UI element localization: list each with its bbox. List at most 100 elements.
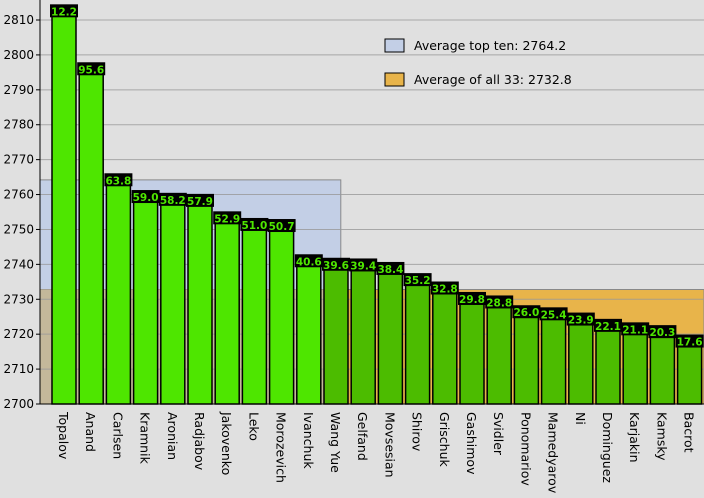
x-tick-label: Ni	[573, 412, 588, 425]
data-label: 52.9	[214, 213, 240, 225]
data-label: 39.6	[323, 260, 349, 272]
bar	[432, 288, 458, 405]
x-tick-label: Anand	[83, 412, 98, 452]
data-label-background	[458, 291, 486, 305]
data-label-background	[566, 312, 595, 326]
data-label-background	[675, 334, 704, 348]
data-label: 50.7	[269, 221, 295, 233]
x-tick-label: Aronian	[165, 412, 180, 460]
data-label-background	[322, 257, 350, 271]
data-label-background	[539, 307, 568, 321]
x-tick-label: Ivanchuk	[301, 412, 316, 469]
data-label: 17.6	[677, 337, 703, 349]
y-tick-label: 2700	[3, 397, 34, 411]
data-label-background	[512, 305, 541, 319]
data-label: 32.8	[432, 283, 458, 295]
y-tick-label: 2810	[3, 13, 34, 27]
bar	[160, 200, 186, 405]
data-label: 20.3	[649, 327, 675, 339]
data-label: 51.0	[241, 220, 267, 232]
data-label-background	[186, 193, 214, 207]
x-tick-label: Movsesian	[382, 412, 397, 478]
data-label-background	[594, 318, 622, 332]
y-tick-label: 2730	[3, 292, 34, 306]
data-label-background	[376, 261, 405, 275]
data-label-background	[240, 217, 269, 231]
x-tick-label: Karjakin	[627, 412, 642, 463]
data-label-background	[648, 325, 677, 339]
bar	[486, 302, 512, 405]
x-tick-label: Topalov	[56, 411, 71, 460]
data-label-background	[294, 254, 323, 268]
y-tick-label: 2800	[3, 48, 34, 62]
bar	[513, 312, 540, 405]
x-tick-label: Svidler	[491, 412, 506, 456]
data-label: 29.8	[459, 294, 485, 306]
bar	[622, 329, 648, 405]
x-tick-label: Gashimov	[464, 412, 479, 475]
x-tick-label: Shirov	[410, 412, 425, 452]
data-label: 35.2	[405, 275, 431, 287]
data-label-background	[77, 62, 106, 76]
legend-swatch	[384, 72, 405, 87]
bar	[595, 326, 621, 405]
legend-label: Average top ten: 2764.2	[414, 38, 566, 53]
bar	[323, 265, 349, 405]
x-tick-label: Mamedyarov	[546, 412, 561, 494]
bar	[241, 225, 268, 405]
bar	[568, 319, 594, 405]
data-label-background	[267, 219, 296, 233]
data-label: 58.2	[160, 195, 186, 207]
bar	[214, 218, 240, 405]
x-tick-label: Dominguez	[600, 412, 615, 483]
bar	[459, 299, 485, 405]
data-label-background	[349, 258, 378, 272]
bar	[296, 261, 322, 405]
data-label-background	[158, 192, 187, 206]
y-tick-label: 2770	[3, 153, 34, 167]
x-tick-label: Morozevich	[274, 412, 289, 483]
bar	[676, 341, 703, 405]
data-label: 28.8	[486, 297, 512, 309]
x-tick-label: Gelfand	[355, 412, 370, 461]
data-label: 26.0	[513, 307, 539, 319]
bar	[404, 280, 431, 405]
x-tick-label: Leko	[246, 412, 261, 441]
data-label: 21.1	[622, 324, 648, 336]
bar	[78, 69, 104, 405]
data-label: 40.6	[296, 256, 322, 268]
y-tick-label: 2790	[3, 83, 34, 97]
bar	[377, 269, 404, 405]
bar	[649, 332, 676, 405]
x-tick-label: Kamsky	[654, 412, 669, 461]
data-label: 12.2	[51, 6, 77, 18]
x-tick-label: Radjabov	[192, 412, 207, 471]
x-tick-label: Carlsen	[110, 412, 125, 459]
bar	[132, 197, 159, 405]
x-tick-label: Kramnik	[138, 412, 153, 465]
bar	[540, 314, 567, 405]
y-tick-label: 2720	[3, 327, 34, 341]
x-tick-label: Wang Yue	[328, 412, 343, 473]
bar	[268, 226, 295, 405]
x-tick-label: Ponomariov	[518, 412, 533, 486]
legend-label: Average of all 33: 2732.8	[414, 72, 572, 87]
bar	[187, 201, 213, 405]
bar	[51, 11, 77, 405]
y-tick-label: 2710	[3, 362, 34, 376]
data-label: 63.8	[105, 175, 131, 187]
data-label: 95.6	[78, 64, 104, 76]
data-label-background	[131, 190, 160, 204]
bar	[350, 265, 376, 405]
data-label: 25.4	[541, 309, 567, 321]
data-label: 23.9	[568, 315, 594, 327]
data-label: 38.4	[377, 264, 403, 276]
data-label: 59.0	[133, 192, 159, 204]
data-label-background	[213, 211, 242, 225]
data-label: 22.1	[595, 321, 621, 333]
data-label-background	[430, 281, 459, 295]
y-tick-label: 2740	[3, 257, 34, 271]
data-label-background	[621, 322, 650, 336]
data-label: 57.9	[187, 196, 213, 208]
